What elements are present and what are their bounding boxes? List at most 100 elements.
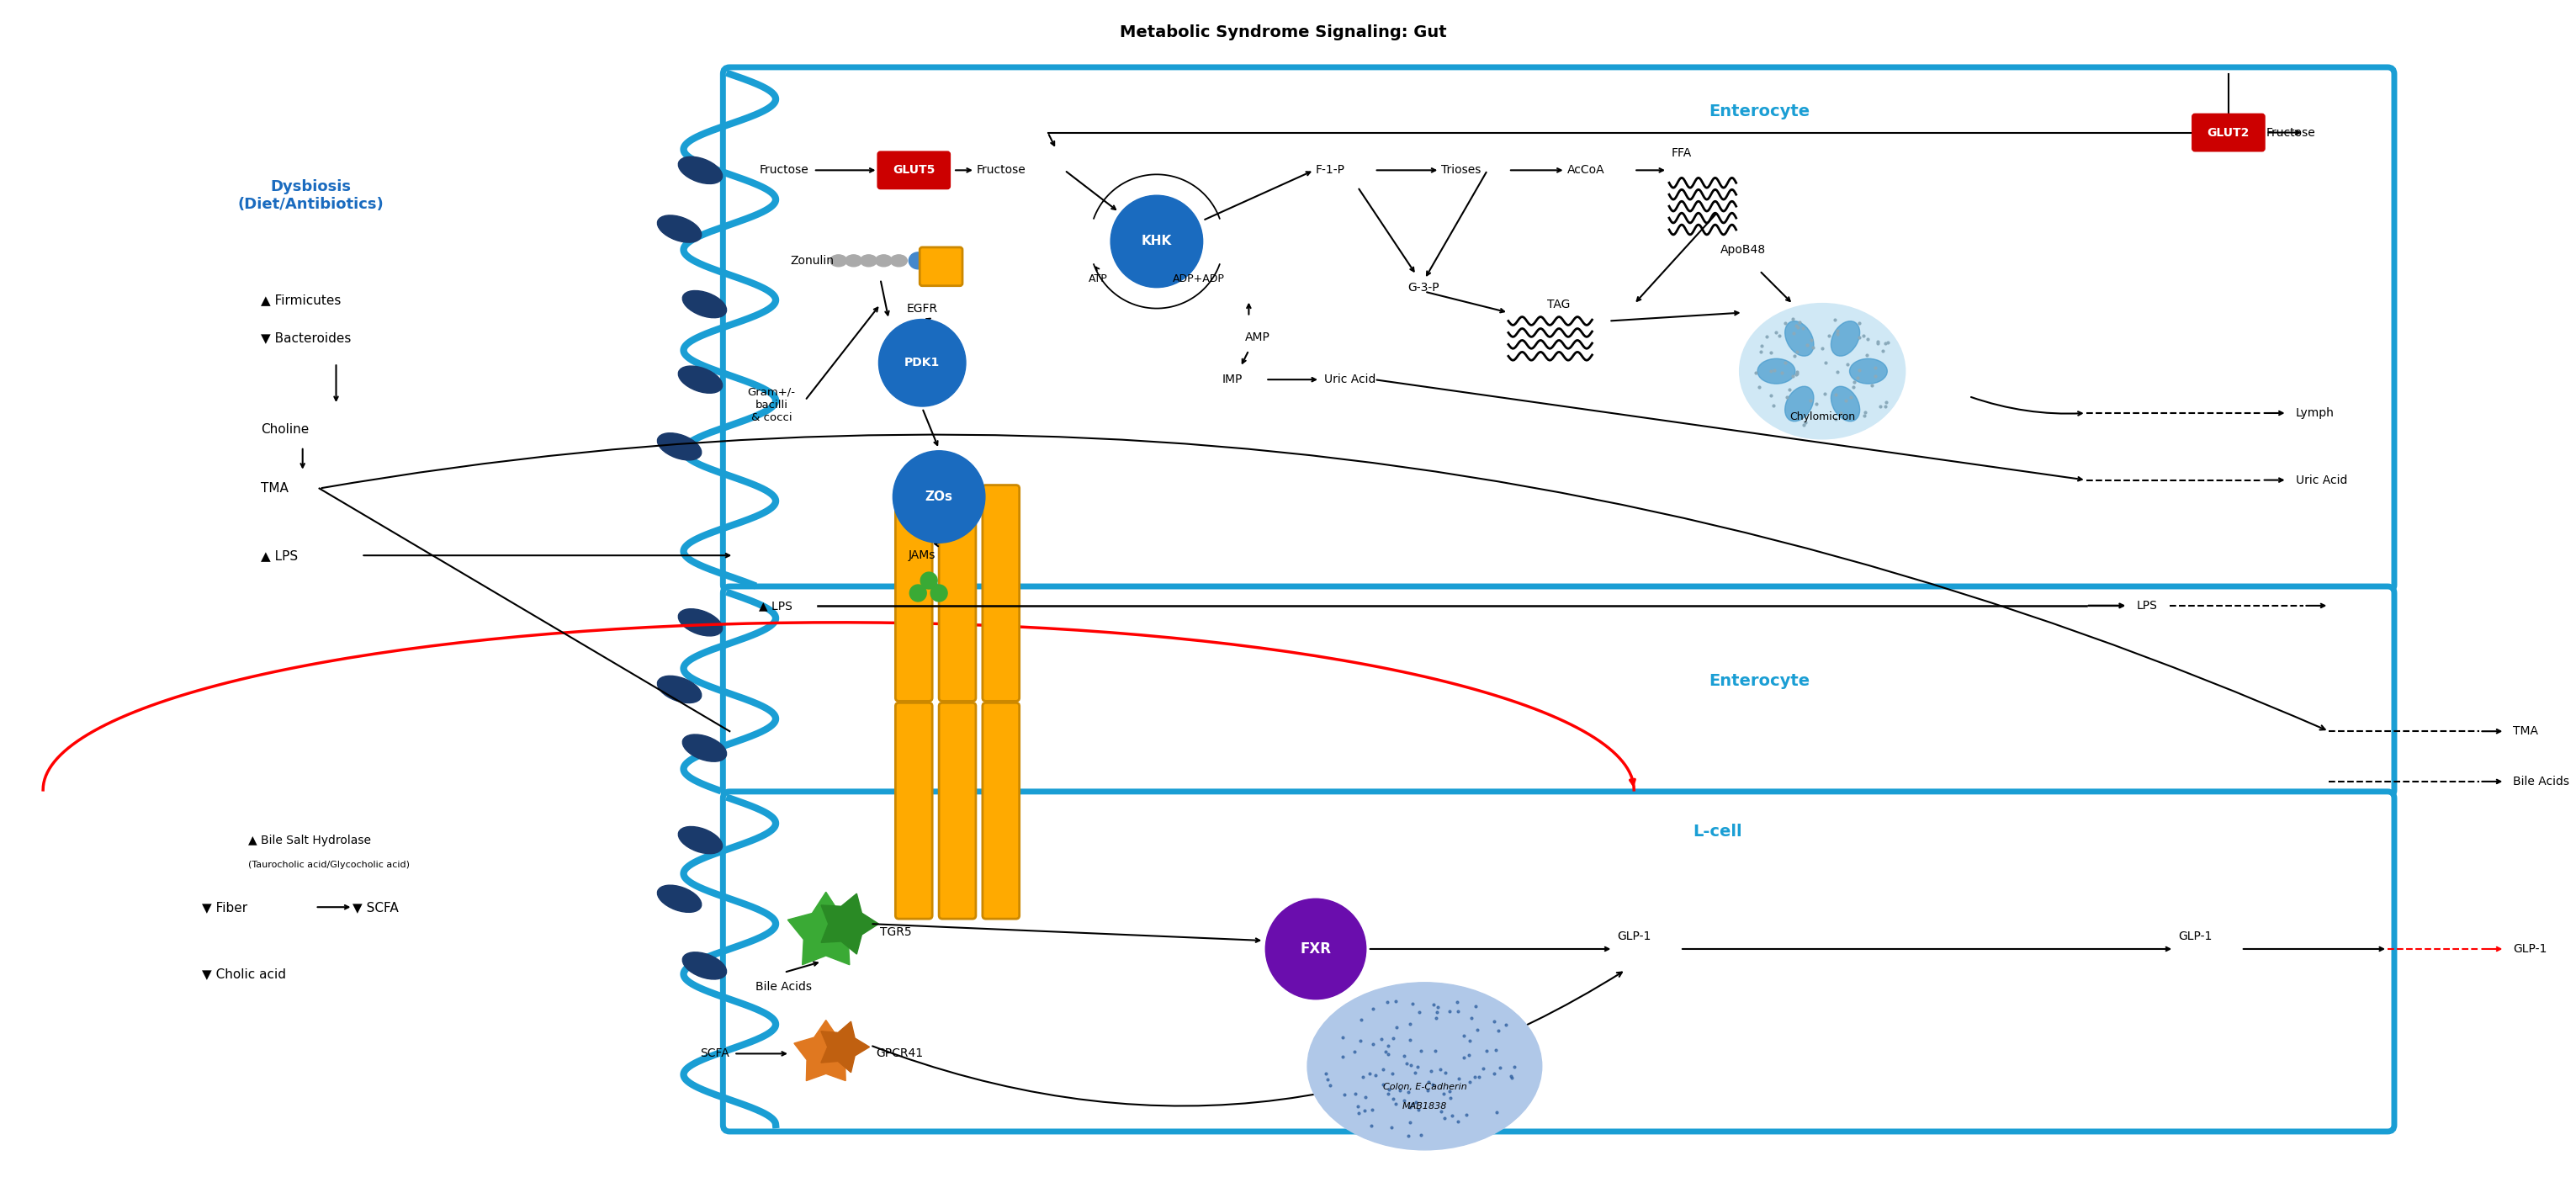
- Text: ADP+ADP: ADP+ADP: [1172, 273, 1224, 285]
- FancyBboxPatch shape: [724, 792, 2393, 1131]
- Ellipse shape: [860, 254, 876, 266]
- Text: ▲ LPS: ▲ LPS: [260, 550, 299, 561]
- Text: GLP-1: GLP-1: [2514, 943, 2548, 955]
- Ellipse shape: [657, 676, 701, 703]
- Text: ▲ Bile Salt Hydrolase: ▲ Bile Salt Hydrolase: [247, 834, 371, 846]
- Text: Enterocyte: Enterocyte: [1708, 673, 1811, 689]
- Circle shape: [1110, 195, 1203, 287]
- Text: GLP-1: GLP-1: [2179, 931, 2213, 943]
- Circle shape: [930, 585, 948, 601]
- Text: GLUT5: GLUT5: [894, 165, 935, 177]
- FancyBboxPatch shape: [920, 247, 963, 286]
- Ellipse shape: [677, 826, 721, 853]
- Circle shape: [894, 451, 984, 543]
- Text: ▼ Cholic acid: ▼ Cholic acid: [201, 967, 286, 980]
- Circle shape: [878, 319, 966, 406]
- Ellipse shape: [657, 215, 701, 242]
- Text: GPCR41: GPCR41: [876, 1048, 922, 1059]
- Ellipse shape: [677, 609, 721, 636]
- Ellipse shape: [683, 952, 726, 979]
- Ellipse shape: [1309, 983, 1543, 1150]
- Text: IMP: IMP: [1221, 373, 1242, 385]
- Text: (Taurocholic acid/Glycocholic acid): (Taurocholic acid/Glycocholic acid): [247, 862, 410, 870]
- FancyBboxPatch shape: [878, 152, 951, 188]
- Text: Choline: Choline: [260, 424, 309, 437]
- Text: Zonulin: Zonulin: [791, 254, 835, 266]
- Text: ZOs: ZOs: [925, 491, 953, 503]
- Text: Dysbiosis
(Diet/Antibiotics): Dysbiosis (Diet/Antibiotics): [237, 179, 384, 212]
- Text: GLP-1: GLP-1: [1618, 931, 1651, 943]
- Ellipse shape: [657, 433, 701, 460]
- Text: Uric Acid: Uric Acid: [1324, 373, 1376, 385]
- FancyBboxPatch shape: [940, 703, 976, 919]
- Text: ▼ Fiber: ▼ Fiber: [201, 900, 247, 913]
- Text: Fructose: Fructose: [2267, 127, 2316, 139]
- Text: Colon, E-Cadherin: Colon, E-Cadherin: [1383, 1083, 1466, 1091]
- Text: Enterocyte: Enterocyte: [1708, 104, 1811, 120]
- Text: FFA: FFA: [1672, 147, 1692, 159]
- Text: Lymph: Lymph: [2295, 407, 2334, 419]
- Text: TMA: TMA: [260, 483, 289, 494]
- Text: TGR5: TGR5: [881, 926, 912, 938]
- Text: EGFR: EGFR: [907, 302, 938, 314]
- Ellipse shape: [909, 252, 927, 270]
- Ellipse shape: [829, 254, 848, 266]
- Text: JAMs: JAMs: [909, 550, 935, 561]
- Ellipse shape: [1785, 386, 1814, 421]
- Text: TAG: TAG: [1548, 298, 1571, 310]
- Text: AcCoA: AcCoA: [1566, 165, 1605, 177]
- FancyBboxPatch shape: [940, 485, 976, 701]
- Ellipse shape: [1785, 321, 1814, 357]
- Text: GLUT2: GLUT2: [2208, 127, 2249, 139]
- FancyBboxPatch shape: [896, 703, 933, 919]
- Polygon shape: [788, 892, 863, 965]
- FancyBboxPatch shape: [896, 485, 933, 701]
- FancyBboxPatch shape: [981, 485, 1020, 701]
- Polygon shape: [822, 1022, 871, 1072]
- Text: Trioses: Trioses: [1443, 165, 1481, 177]
- Text: PDK1: PDK1: [904, 357, 940, 368]
- Ellipse shape: [876, 254, 891, 266]
- Text: ▼ SCFA: ▼ SCFA: [353, 900, 399, 913]
- FancyBboxPatch shape: [724, 586, 2393, 797]
- FancyBboxPatch shape: [981, 703, 1020, 919]
- Text: ApoB48: ApoB48: [1721, 244, 1765, 255]
- Text: Bile Acids: Bile Acids: [2514, 776, 2568, 787]
- Text: Bile Acids: Bile Acids: [755, 980, 811, 992]
- Text: ATP: ATP: [1090, 273, 1108, 285]
- Text: FXR: FXR: [1301, 942, 1332, 957]
- Text: F-1-P: F-1-P: [1316, 165, 1345, 177]
- Text: Gram+/-
bacilli
& cocci: Gram+/- bacilli & cocci: [747, 386, 796, 423]
- Text: Uric Acid: Uric Acid: [2295, 474, 2347, 486]
- Text: AMP: AMP: [1244, 332, 1270, 344]
- Ellipse shape: [1832, 386, 1860, 421]
- Ellipse shape: [677, 366, 721, 393]
- Polygon shape: [793, 1020, 858, 1080]
- Ellipse shape: [1850, 359, 1888, 384]
- Ellipse shape: [677, 157, 721, 184]
- Ellipse shape: [1757, 359, 1795, 384]
- Circle shape: [920, 572, 938, 588]
- Ellipse shape: [657, 885, 701, 912]
- Ellipse shape: [845, 254, 863, 266]
- Text: Metabolic Syndrome Signaling: Gut: Metabolic Syndrome Signaling: Gut: [1121, 24, 1448, 40]
- Ellipse shape: [683, 734, 726, 762]
- Text: ▲ Firmicutes: ▲ Firmicutes: [260, 294, 340, 306]
- Text: TMA: TMA: [2514, 725, 2537, 737]
- Ellipse shape: [891, 254, 907, 266]
- Text: SCFA: SCFA: [701, 1048, 729, 1059]
- Ellipse shape: [1832, 321, 1860, 357]
- Text: Fructose: Fructose: [760, 165, 809, 177]
- Text: ▼ Bacteroides: ▼ Bacteroides: [260, 332, 350, 344]
- Circle shape: [1265, 899, 1365, 999]
- Text: L-cell: L-cell: [1692, 824, 1741, 839]
- Ellipse shape: [683, 291, 726, 318]
- Text: G-3-P: G-3-P: [1409, 281, 1440, 293]
- Text: Fructose: Fructose: [976, 165, 1025, 177]
- Text: LPS: LPS: [2136, 600, 2156, 612]
- Text: Chylomicron: Chylomicron: [1790, 412, 1855, 423]
- Text: MAB1838: MAB1838: [1401, 1102, 1448, 1111]
- FancyBboxPatch shape: [2192, 114, 2264, 151]
- FancyBboxPatch shape: [724, 67, 2393, 591]
- Polygon shape: [822, 893, 878, 955]
